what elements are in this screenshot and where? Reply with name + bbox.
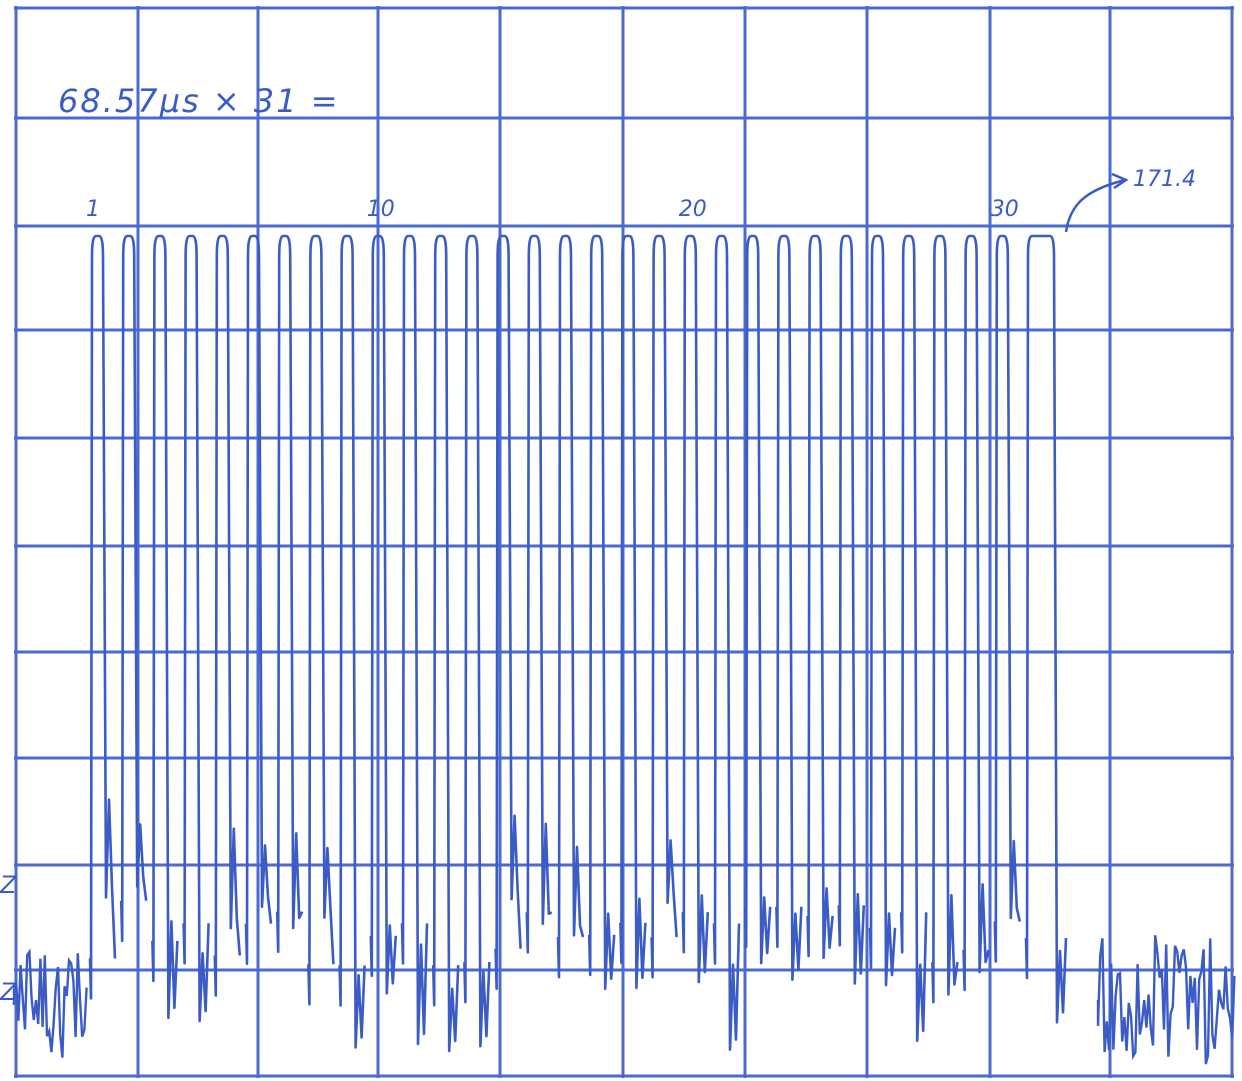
pulse-trace (275, 234, 304, 953)
pulse-trace (338, 234, 366, 1049)
pulse-trace (650, 234, 678, 979)
pulse-trace (619, 234, 647, 990)
pulse-trace (182, 234, 210, 1023)
pulse-trace (837, 234, 866, 985)
pulse-trace (88, 234, 117, 1000)
formula-annotation: 68.57μs × 31 = (58, 82, 340, 120)
pulse-trace (587, 234, 616, 991)
pulse-trace (775, 234, 803, 981)
pulse-trace (681, 234, 710, 984)
pulse-trace (868, 234, 897, 987)
pulse-traces (88, 234, 1068, 1053)
pulse-trace (244, 234, 273, 965)
pulse-label: 1 (86, 197, 100, 222)
grid (14, 6, 1234, 1078)
pulse-trace (400, 234, 429, 1046)
pulse-trace (1024, 234, 1068, 1024)
pulse-trace (806, 234, 834, 960)
pulse-trace (307, 234, 335, 1006)
pulse-label: 10 (367, 197, 395, 222)
pulse-trace (962, 234, 990, 992)
pulse-trace (993, 234, 1022, 963)
noise-trace (1096, 935, 1236, 1065)
pulse-trace (525, 234, 553, 954)
pulse-trace (931, 234, 959, 1004)
pulse-trace (743, 234, 772, 965)
pulse-trace (556, 234, 585, 979)
pulse-trace (712, 234, 741, 1051)
pulse-trace (494, 234, 522, 990)
pulse-trace (213, 234, 242, 997)
pulse-labels: 1 10 20 30 (86, 197, 1019, 222)
left-edge-mark-lower: Z (0, 978, 17, 1006)
pulse-label: 20 (679, 197, 707, 222)
left-edge-mark-upper: Z (0, 871, 17, 899)
pulse-trace (369, 234, 398, 995)
noise-traces (12, 935, 1236, 1065)
pulse-trace (151, 234, 179, 1020)
pulse-trace (463, 234, 491, 1048)
end-value-arrow (1064, 178, 1126, 233)
pulse-label: 30 (991, 197, 1019, 222)
end-value-arrow-head (1111, 172, 1129, 190)
pulse-trace (431, 234, 460, 1053)
noise-trace (12, 948, 88, 1058)
end-value-annotation: 171.4 (1133, 167, 1196, 192)
pulse-trace (119, 234, 148, 943)
pulse-trace (899, 234, 928, 1043)
